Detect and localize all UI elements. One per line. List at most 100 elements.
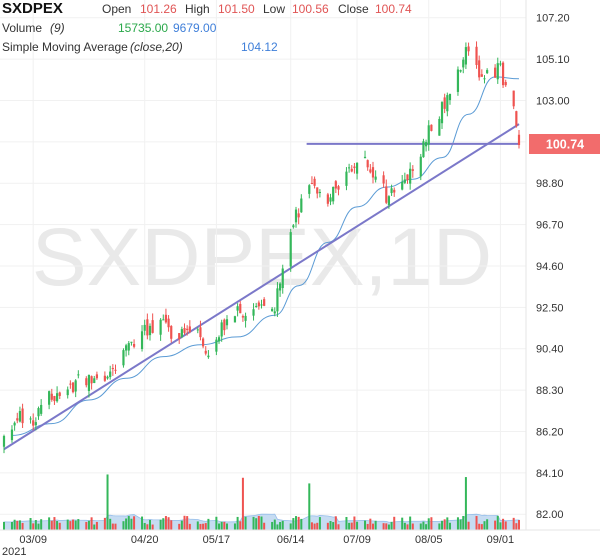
candle-body — [374, 176, 377, 180]
candle-body — [143, 324, 146, 331]
candle-body — [310, 183, 314, 185]
sma-line — [11, 76, 520, 436]
candle-body — [440, 102, 444, 124]
candle-body — [95, 374, 99, 379]
candle-body — [90, 376, 93, 384]
volume-bar — [295, 516, 298, 530]
volume-bar — [199, 523, 202, 530]
candle-body — [446, 95, 449, 112]
candle-body — [127, 343, 130, 351]
volume-bar — [456, 517, 459, 530]
volume-bar — [371, 523, 374, 530]
volume-bar — [233, 523, 236, 530]
volume-bar — [292, 518, 295, 530]
candle-body — [486, 70, 489, 74]
volume-bar — [40, 519, 43, 530]
candle-body — [132, 344, 136, 347]
volume-bar — [127, 516, 130, 530]
price-tick-label: 103.00 — [536, 95, 570, 107]
volume-bar — [72, 519, 75, 530]
volume-bar — [281, 520, 284, 530]
candle-body — [55, 393, 59, 402]
candle-body — [196, 329, 199, 331]
high-value: 101.50 — [218, 2, 255, 16]
volume-bar — [411, 523, 414, 530]
candle-body — [278, 283, 282, 291]
symbol-name[interactable]: SXDPEX — [2, 0, 63, 17]
volume-bar — [502, 518, 505, 530]
volume-bar — [499, 522, 502, 530]
volume-bar — [236, 516, 239, 530]
candle-body — [164, 314, 168, 323]
candle-body — [517, 134, 521, 146]
volume-bar — [183, 515, 186, 530]
volume-bar — [387, 524, 390, 530]
volume-value: 15735.00 — [118, 21, 169, 35]
volume-pane — [3, 474, 520, 531]
volume-bar — [56, 521, 59, 530]
candle-body — [167, 318, 170, 328]
candle-body — [300, 198, 303, 213]
candle-body — [48, 391, 51, 405]
candle-body — [456, 69, 460, 92]
volume-bar — [271, 521, 274, 530]
volume-bar — [390, 521, 393, 530]
candle-body — [459, 70, 462, 72]
candle-body — [109, 371, 112, 378]
volume-bar — [464, 477, 467, 530]
volume-bar — [143, 522, 146, 530]
price-tick-label: 84.10 — [536, 468, 564, 480]
volume-bar — [353, 516, 356, 530]
sma-param: (close,20) — [130, 40, 183, 54]
volume-bar — [518, 520, 520, 530]
volume-bar — [425, 524, 428, 530]
volume-bar — [151, 524, 154, 530]
volume-bar — [334, 516, 337, 530]
volume-bar — [316, 522, 319, 530]
volume-bar — [114, 523, 117, 530]
candle-body — [334, 181, 337, 189]
time-tick-label: 03/09 — [19, 534, 47, 546]
volume-bar — [178, 523, 181, 530]
candle-body — [53, 396, 56, 402]
candle-body — [140, 331, 144, 350]
volume-bar — [218, 523, 221, 530]
candle-body — [504, 82, 507, 86]
candle-body — [424, 142, 428, 147]
candle-body — [199, 327, 202, 338]
volume-bar — [180, 520, 183, 530]
trendline-layer[interactable] — [3, 123, 520, 451]
candle-body — [403, 179, 406, 183]
price-axis[interactable]: 107.20 105.10 103.00 98.80 96.70 94.60 92.50 90… — [536, 13, 570, 522]
volume-ma-value: 9679.00 — [173, 21, 217, 35]
volume-bar — [252, 516, 255, 530]
volume-bar — [374, 520, 377, 530]
volume-bar — [263, 522, 266, 530]
volume-bar — [162, 518, 165, 530]
open-value: 101.26 — [140, 2, 177, 16]
price-tick-label: 82.00 — [536, 509, 564, 521]
volume-bar — [48, 517, 51, 530]
candle-body — [32, 420, 35, 426]
candle-body — [390, 188, 393, 194]
volume-bar — [186, 516, 189, 530]
candle-body — [419, 156, 422, 177]
volume-bar — [16, 520, 19, 530]
volume-bar — [204, 523, 207, 530]
candle-body — [387, 196, 391, 205]
last-price-badge: 100.74 — [529, 134, 600, 154]
candle-body — [233, 316, 237, 323]
candle-body — [326, 194, 329, 204]
time-year-label: 2021 — [2, 546, 26, 558]
volume-bar — [475, 515, 478, 530]
volume-bar — [409, 516, 412, 530]
candle-body — [313, 178, 316, 186]
candle-body — [348, 167, 351, 169]
volume-bar — [308, 483, 311, 530]
candle-body — [178, 333, 181, 340]
candle-body — [483, 78, 486, 80]
price-tick-label: 86.20 — [536, 426, 564, 438]
sma-value: 104.12 — [241, 40, 278, 54]
